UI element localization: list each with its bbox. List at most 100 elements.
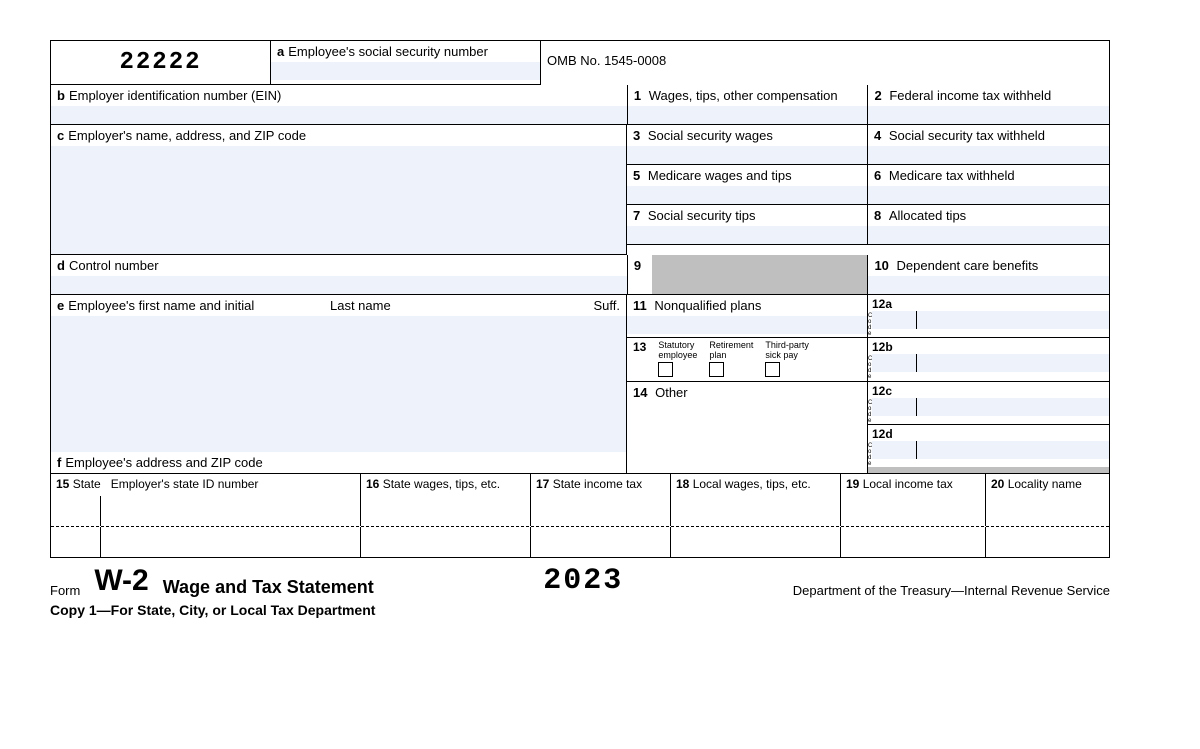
box-13-statutory: Statutory employee bbox=[658, 340, 697, 377]
box-13-thirdparty: Third-party sick pay bbox=[765, 340, 809, 377]
box-8-input[interactable] bbox=[868, 226, 1109, 244]
form-code-cell: 22222 bbox=[51, 41, 271, 85]
box-1-label: Wages, tips, other compensation bbox=[649, 88, 838, 103]
box-c-label: Employer's name, address, and ZIP code bbox=[68, 128, 306, 143]
box-4: 4 Social security tax withheld bbox=[868, 125, 1109, 165]
box-11-input[interactable] bbox=[627, 316, 867, 334]
footer-copy: Copy 1—For State, City, or Local Tax Dep… bbox=[50, 598, 1150, 618]
box-9: 9 bbox=[628, 255, 869, 295]
box-3-input[interactable] bbox=[627, 146, 867, 164]
checkbox-statutory[interactable] bbox=[658, 362, 673, 377]
state-row-2 bbox=[51, 527, 1109, 557]
box-3-label: Social security wages bbox=[648, 128, 773, 143]
box-12c-code-input[interactable] bbox=[872, 398, 917, 416]
state-2-box18-input[interactable] bbox=[671, 527, 841, 557]
state-1-state-input[interactable] bbox=[51, 496, 101, 526]
box-6-input[interactable] bbox=[868, 186, 1109, 204]
state-2-state-input[interactable] bbox=[51, 527, 101, 557]
box-d-label: Control number bbox=[69, 258, 159, 273]
box-2-input[interactable] bbox=[868, 106, 1109, 124]
checkbox-retirement[interactable] bbox=[709, 362, 724, 377]
box-12a-amount-input[interactable] bbox=[917, 311, 1109, 329]
box-12d-code-input[interactable] bbox=[872, 441, 917, 459]
box-c-input[interactable] bbox=[51, 146, 626, 254]
box-12b: 12b Code bbox=[868, 338, 1109, 382]
box-3: 3 Social security wages bbox=[627, 125, 868, 165]
box-10: 10 Dependent care benefits bbox=[868, 255, 1109, 295]
state-1-box18-input[interactable] bbox=[671, 496, 841, 526]
state-2-box16-input[interactable] bbox=[361, 527, 531, 557]
form-footer: Form W-2 Wage and Tax Statement 2023 Dep… bbox=[50, 558, 1110, 598]
box-12d-amount-input[interactable] bbox=[917, 441, 1109, 459]
box-7-input[interactable] bbox=[627, 226, 867, 244]
box-12a: 12a Code bbox=[868, 295, 1109, 338]
box-17-header: 17 State income tax bbox=[531, 474, 671, 496]
box-13-retirement: Retirement plan bbox=[709, 340, 753, 377]
state-1-box17-input[interactable] bbox=[531, 496, 671, 526]
box-5: 5 Medicare wages and tips bbox=[627, 165, 868, 205]
box-12a-label: 12a bbox=[868, 295, 893, 311]
w2-form: 22222 aEmployee's social security number… bbox=[50, 40, 1110, 558]
box-c: cEmployer's name, address, and ZIP code bbox=[51, 125, 627, 255]
box-12b-amount-input[interactable] bbox=[917, 354, 1109, 372]
box-a-label: Employee's social security number bbox=[288, 44, 488, 59]
box-1: 1 Wages, tips, other compensation bbox=[628, 85, 869, 125]
box-b: bEmployer identification number (EIN) bbox=[51, 85, 628, 125]
state-2-box20-input[interactable] bbox=[986, 527, 1109, 557]
box-e-f: eEmployee's first name and initial Last … bbox=[51, 295, 627, 473]
state-1-box19-input[interactable] bbox=[841, 496, 986, 526]
box-1-input[interactable] bbox=[628, 106, 868, 124]
box-d: dControl number bbox=[51, 255, 628, 295]
checkbox-thirdparty[interactable] bbox=[765, 362, 780, 377]
state-2-ein-input[interactable] bbox=[101, 527, 360, 557]
box-a-input[interactable] bbox=[271, 62, 540, 80]
box-18-header: 18 Local wages, tips, etc. bbox=[671, 474, 841, 496]
box-8: 8 Allocated tips bbox=[868, 205, 1109, 245]
footer-title: Wage and Tax Statement bbox=[163, 577, 374, 598]
box-4-input[interactable] bbox=[868, 146, 1109, 164]
box-12c-amount-input[interactable] bbox=[917, 398, 1109, 416]
footer-dept: Department of the Treasury—Internal Reve… bbox=[793, 583, 1110, 598]
box-19-header: 19 Local income tax bbox=[841, 474, 986, 496]
box-12a-code-input[interactable] bbox=[872, 311, 917, 329]
box-12b-code-input[interactable] bbox=[872, 354, 917, 372]
box-14: 14 Other bbox=[627, 382, 868, 425]
box-16-header: 16 State wages, tips, etc. bbox=[361, 474, 531, 496]
box-14-label: Other bbox=[655, 385, 688, 400]
box-12d: 12d Code bbox=[868, 425, 1109, 473]
box-e-lastname-label: Last name bbox=[324, 295, 584, 316]
box-a: aEmployee's social security number bbox=[271, 41, 541, 85]
box-12b-label: 12b bbox=[868, 338, 894, 354]
state-1-ein-input[interactable] bbox=[101, 496, 360, 526]
box-5-label: Medicare wages and tips bbox=[648, 168, 792, 183]
box-12d-label: 12d bbox=[868, 425, 894, 441]
box-e-input[interactable] bbox=[51, 316, 626, 452]
box-4-label: Social security tax withheld bbox=[889, 128, 1045, 143]
box-10-input[interactable] bbox=[868, 276, 1109, 294]
box-14-space[interactable] bbox=[627, 425, 868, 473]
box-12c: 12c Code bbox=[868, 382, 1109, 425]
box-f-label: Employee's address and ZIP code bbox=[65, 455, 262, 470]
state-2-box17-input[interactable] bbox=[531, 527, 671, 557]
footer-form-label: Form bbox=[50, 583, 80, 598]
box-5-input[interactable] bbox=[627, 186, 867, 204]
box-b-label: Employer identification number (EIN) bbox=[69, 88, 281, 103]
footer-year: 2023 bbox=[388, 564, 779, 598]
box-d-input[interactable] bbox=[51, 276, 627, 294]
box-e-suff-label: Suff. bbox=[584, 295, 626, 316]
box-10-label: Dependent care benefits bbox=[897, 258, 1039, 273]
box-b-input[interactable] bbox=[51, 106, 627, 124]
box-6-label: Medicare tax withheld bbox=[889, 168, 1015, 183]
state-2-box19-input[interactable] bbox=[841, 527, 986, 557]
omb-number: OMB No. 1545-0008 bbox=[541, 41, 1109, 71]
box-6: 6 Medicare tax withheld bbox=[868, 165, 1109, 205]
box-2-label: Federal income tax withheld bbox=[889, 88, 1051, 103]
box-11-label: Nonqualified plans bbox=[654, 298, 761, 313]
box-15-header: 15 State Employer's state ID number bbox=[51, 474, 361, 496]
footer-w2: W-2 bbox=[94, 564, 148, 598]
state-1-box16-input[interactable] bbox=[361, 496, 531, 526]
state-1-box20-input[interactable] bbox=[986, 496, 1109, 526]
state-row-1 bbox=[51, 496, 1109, 527]
box-7: 7 Social security tips bbox=[627, 205, 868, 245]
box-8-label: Allocated tips bbox=[889, 208, 966, 223]
